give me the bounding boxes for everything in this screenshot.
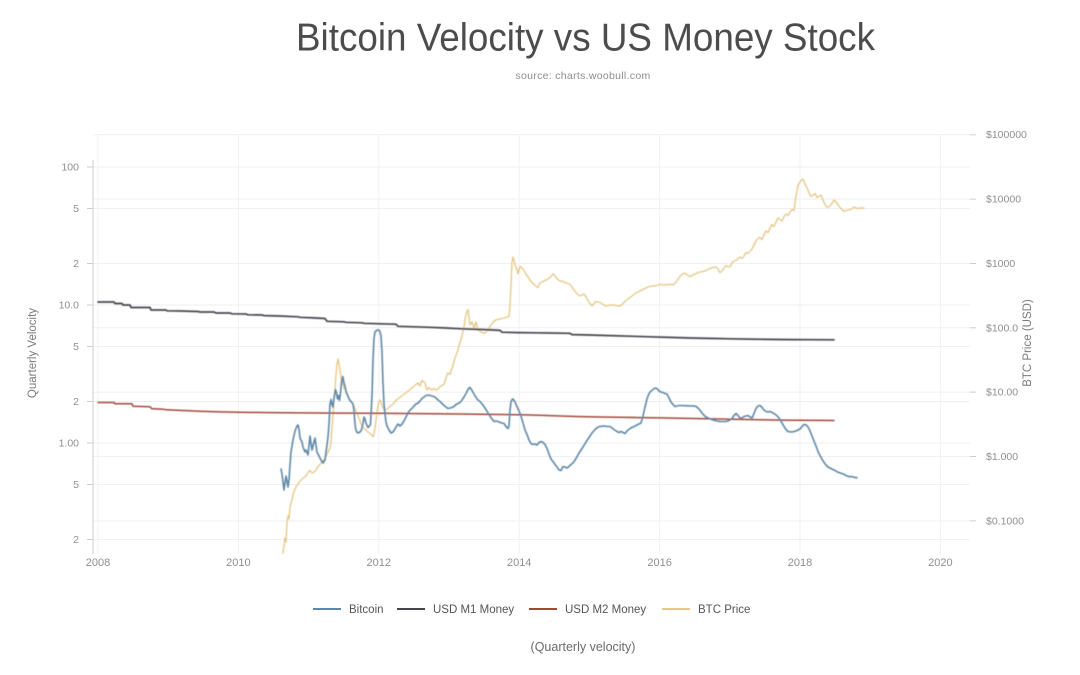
svg-text:5: 5 xyxy=(73,203,79,215)
svg-text:$0.1000: $0.1000 xyxy=(986,515,1024,527)
svg-text:5: 5 xyxy=(73,341,79,353)
svg-text:2: 2 xyxy=(73,534,79,546)
svg-text:2: 2 xyxy=(73,396,79,408)
svg-text:$1.000: $1.000 xyxy=(986,451,1018,463)
svg-text:$1000: $1000 xyxy=(986,258,1015,270)
svg-text:2010: 2010 xyxy=(226,557,250,569)
svg-text:Quarterly Velocity: Quarterly Velocity xyxy=(27,308,39,398)
svg-text:10.0: 10.0 xyxy=(59,300,80,312)
svg-text:$10.00: $10.00 xyxy=(986,387,1018,399)
svg-text:1.00: 1.00 xyxy=(59,438,80,450)
svg-text:100: 100 xyxy=(61,162,79,174)
svg-text:(Quarterly velocity): (Quarterly velocity) xyxy=(531,640,636,654)
svg-text:2008: 2008 xyxy=(86,557,110,569)
svg-text:BTC Price (USD): BTC Price (USD) xyxy=(1022,299,1034,387)
svg-text:BTC Price: BTC Price xyxy=(698,604,750,616)
svg-text:Bitcoin Velocity vs US Money S: Bitcoin Velocity vs US Money Stock xyxy=(296,17,875,60)
svg-text:source: charts.woobull.com: source: charts.woobull.com xyxy=(515,70,650,82)
svg-text:USD M1 Money: USD M1 Money xyxy=(433,604,514,616)
svg-text:2014: 2014 xyxy=(507,557,531,569)
svg-text:$100000: $100000 xyxy=(986,129,1027,141)
svg-text:2018: 2018 xyxy=(788,557,812,569)
svg-text:2020: 2020 xyxy=(928,557,952,569)
svg-text:USD M2 Money: USD M2 Money xyxy=(565,604,646,616)
svg-text:2: 2 xyxy=(73,258,79,270)
svg-text:5: 5 xyxy=(73,479,79,491)
svg-text:2012: 2012 xyxy=(367,557,391,569)
svg-text:Bitcoin: Bitcoin xyxy=(349,604,384,616)
svg-text:$100.0: $100.0 xyxy=(986,322,1018,334)
svg-text:2016: 2016 xyxy=(647,557,671,569)
svg-text:$10000: $10000 xyxy=(986,194,1021,206)
